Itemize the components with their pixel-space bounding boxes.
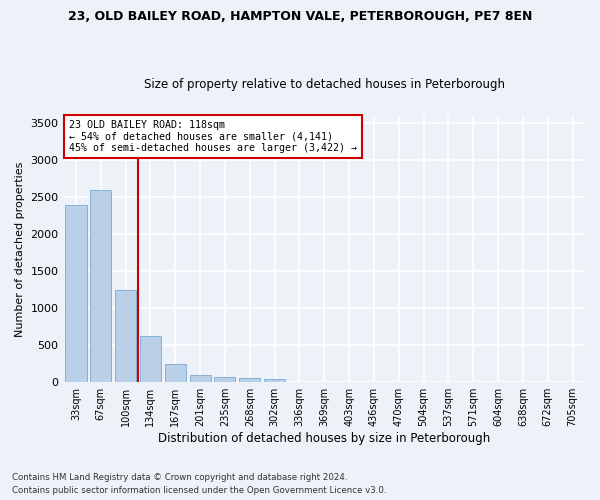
Bar [90,190,112,382]
Bar [264,379,285,382]
Bar [115,290,136,382]
Bar [214,378,235,382]
Bar [65,204,86,382]
Bar [140,336,161,382]
Text: 23 OLD BAILEY ROAD: 118sqm
← 54% of detached houses are smaller (4,141)
45% of s: 23 OLD BAILEY ROAD: 118sqm ← 54% of deta… [69,120,357,153]
X-axis label: Distribution of detached houses by size in Peterborough: Distribution of detached houses by size … [158,432,490,445]
Text: 23, OLD BAILEY ROAD, HAMPTON VALE, PETERBOROUGH, PE7 8EN: 23, OLD BAILEY ROAD, HAMPTON VALE, PETER… [68,10,532,23]
Bar [239,378,260,382]
Y-axis label: Number of detached properties: Number of detached properties [15,162,25,336]
Title: Size of property relative to detached houses in Peterborough: Size of property relative to detached ho… [144,78,505,91]
Bar [165,364,186,382]
Bar [190,375,211,382]
Text: Contains HM Land Registry data © Crown copyright and database right 2024.
Contai: Contains HM Land Registry data © Crown c… [12,474,386,495]
